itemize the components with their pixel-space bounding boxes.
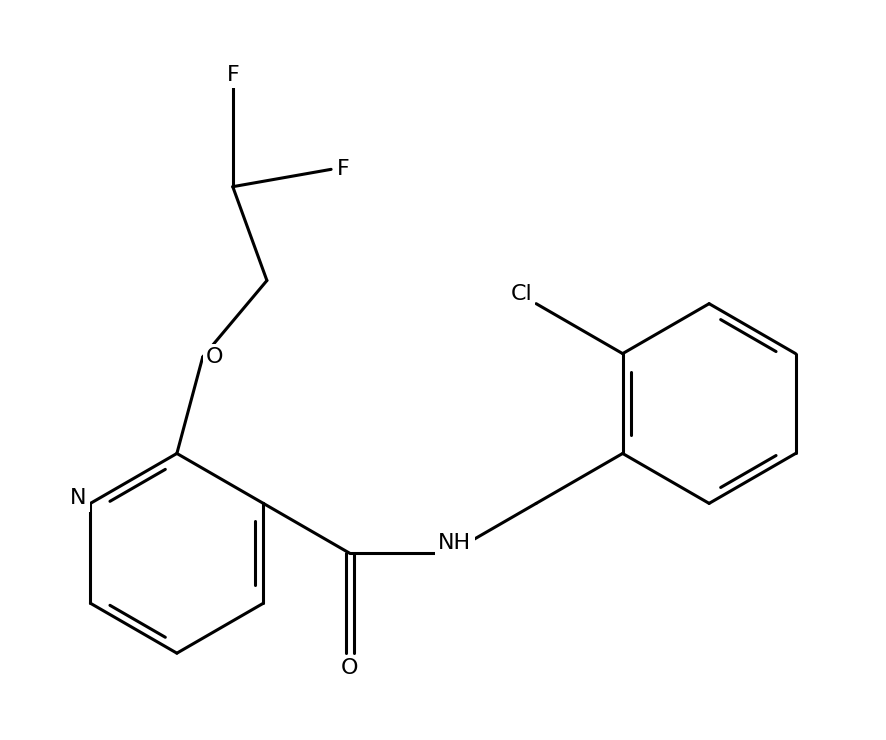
Text: F: F <box>227 65 239 85</box>
Text: N: N <box>70 488 87 508</box>
Text: NH: NH <box>438 534 471 554</box>
Text: O: O <box>206 347 223 367</box>
Text: Cl: Cl <box>510 283 532 303</box>
Text: O: O <box>341 658 359 678</box>
Text: F: F <box>337 159 349 179</box>
